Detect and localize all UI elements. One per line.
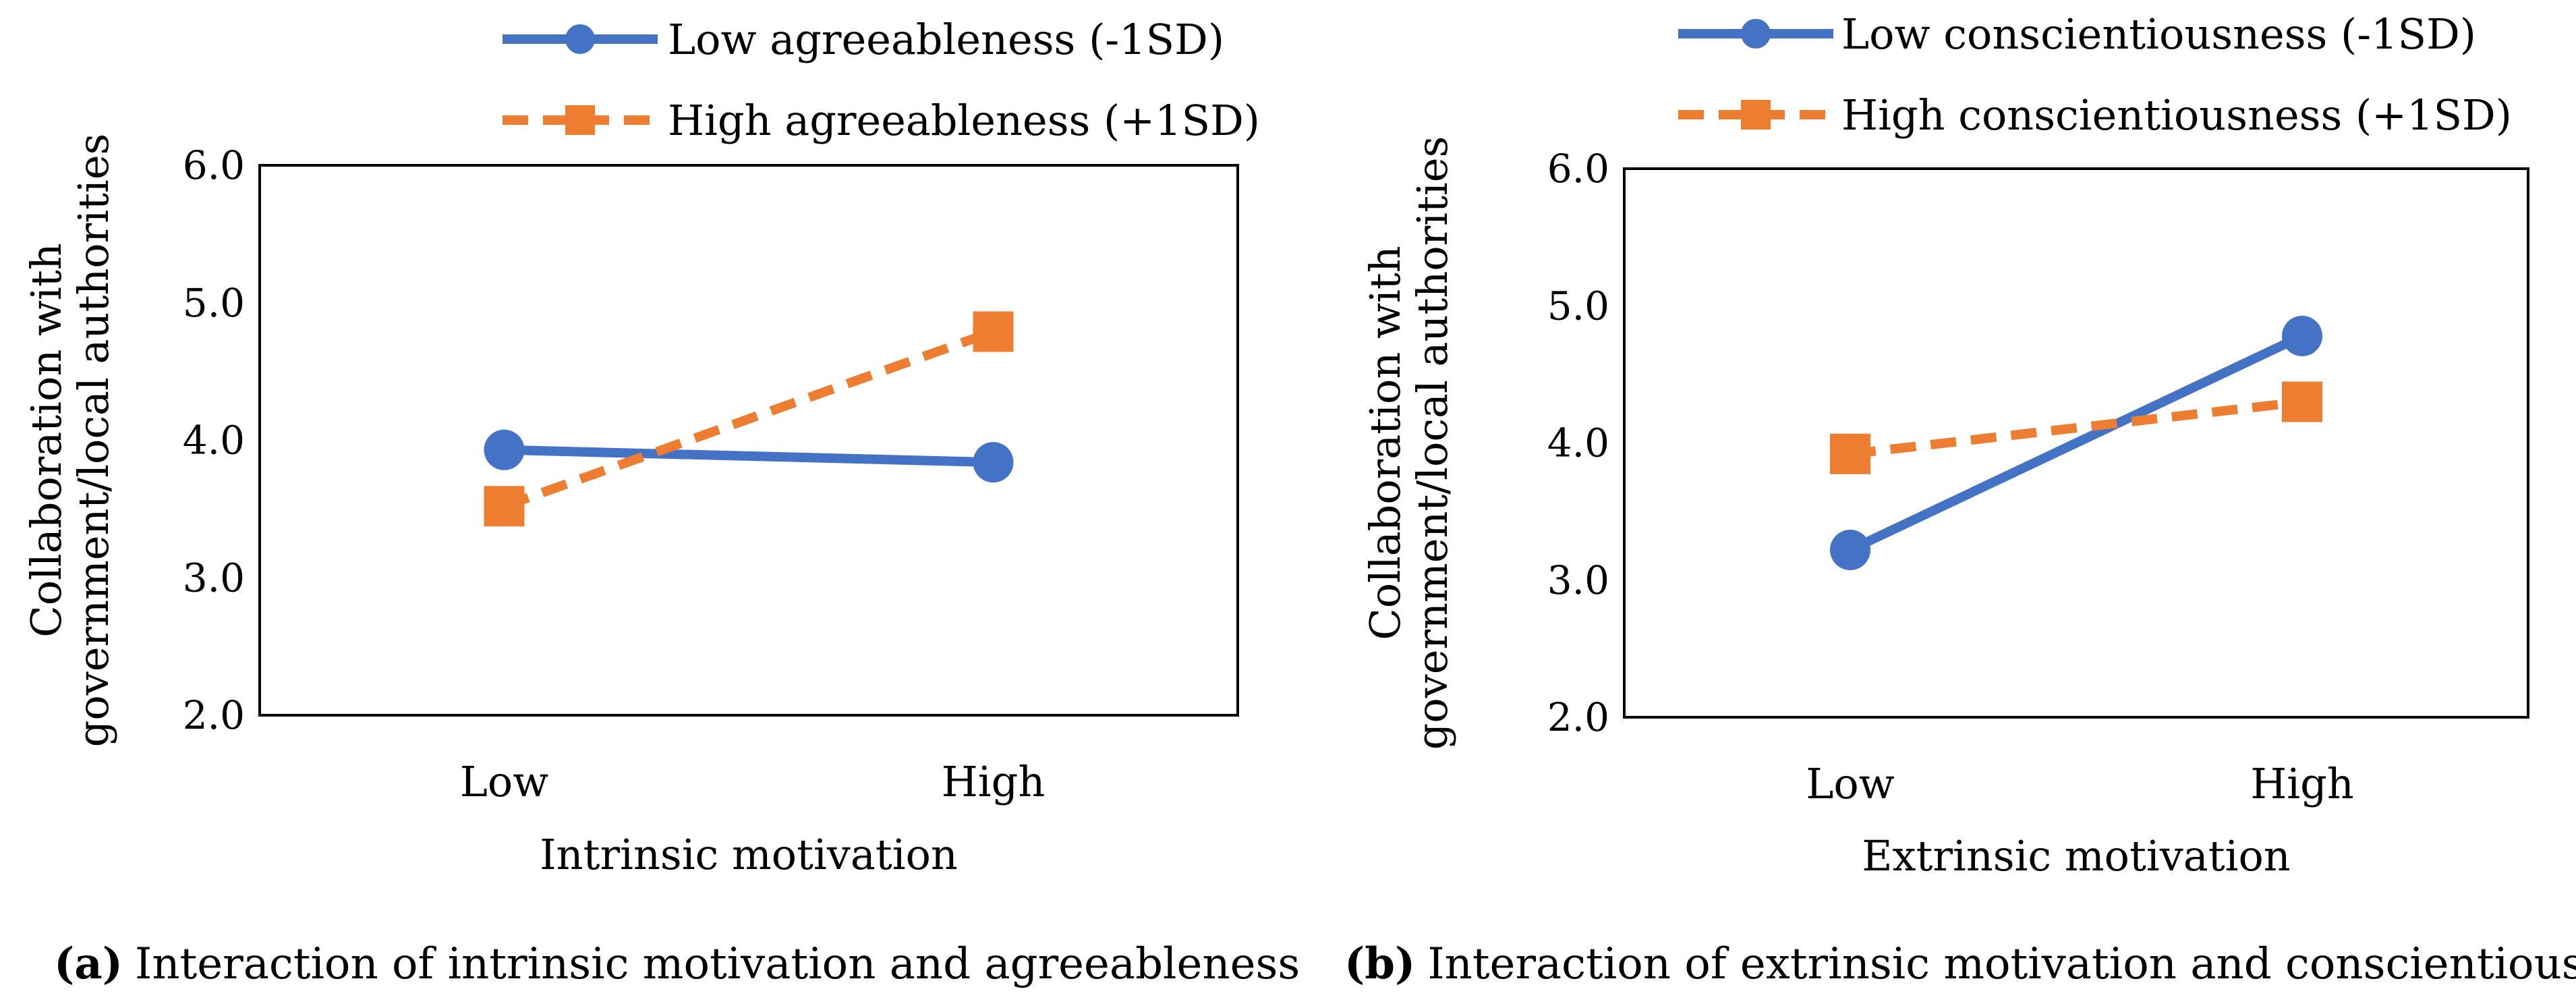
y-tick-label: 3.0 xyxy=(183,555,245,601)
legend-label: High agreeableness (+1SD) xyxy=(668,96,1260,145)
data-point-circle xyxy=(973,442,1014,483)
caption-panel-label: b xyxy=(1365,939,1395,989)
y-tick-label: 3.0 xyxy=(1547,557,1609,603)
caption-panel-label: a xyxy=(74,939,102,989)
chart-panel-b: 2.0 3.0 4.0 5.0 6.0 Low High Extrinsic motivati… xyxy=(1344,9,2576,989)
legend-entry: High conscientiousness (+1SD) xyxy=(1678,90,2512,140)
data-point-circle xyxy=(2282,315,2322,356)
legend-marker-square xyxy=(1741,100,1771,130)
legend-label: Low agreeableness (-1SD) xyxy=(668,15,1224,64)
y-axis-title-line: government/local authorities xyxy=(69,134,118,748)
legend-label: Low conscientiousness (-1SD) xyxy=(1841,9,2476,59)
x-tick-label: High xyxy=(2250,759,2354,808)
panel-caption: (a) Interaction of intrinsic motivation a… xyxy=(54,939,1300,989)
y-tick-label: 6.0 xyxy=(1547,146,1609,192)
series-low xyxy=(1830,315,2322,571)
data-point-square xyxy=(484,486,525,527)
data-point-square xyxy=(973,311,1014,352)
series-high xyxy=(484,311,1014,527)
series-line xyxy=(499,445,998,468)
plot-area-frame xyxy=(1623,167,2529,719)
caption-text: Interaction of extrinsic motivation and … xyxy=(1427,939,2576,989)
x-tick-label: High xyxy=(942,757,1046,806)
caption-text: Interaction of intrinsic motivation and … xyxy=(135,939,1300,989)
caption-open-paren: ( xyxy=(1344,939,1365,989)
y-axis-title-line: Collaboration with xyxy=(1361,246,1410,640)
legend-marker-circle xyxy=(1741,19,1771,49)
data-point-square xyxy=(2282,381,2322,422)
legend-marker-square xyxy=(565,105,595,135)
caption-close-paren: ) xyxy=(103,939,123,989)
y-tick-label: 2.0 xyxy=(1547,694,1609,740)
x-axis-title: Extrinsic motivation xyxy=(1862,831,2290,881)
y-tick-label: 5.0 xyxy=(1547,283,1609,329)
legend-entry: Low agreeableness (-1SD) xyxy=(503,15,1224,64)
data-point-circle xyxy=(1830,530,1870,571)
y-tick-label: 6.0 xyxy=(183,142,245,188)
x-axis-title: Intrinsic motivation xyxy=(540,830,958,879)
legend-entry: High agreeableness (+1SD) xyxy=(503,96,1260,145)
panel-caption: (b) Interaction of extrinsic motivation a… xyxy=(1344,939,2576,989)
caption-close-paren: ) xyxy=(1395,939,1415,989)
chart-panel-a: 2.0 3.0 4.0 5.0 6.0 Low High Intrinsic motivati… xyxy=(22,15,1300,989)
legend-entry: Low conscientiousness (-1SD) xyxy=(1678,9,2476,59)
series-low xyxy=(484,429,1014,483)
data-point-circle xyxy=(484,429,525,470)
y-tick-label: 4.0 xyxy=(1547,420,1609,466)
y-tick-label: 2.0 xyxy=(183,692,245,738)
series-line xyxy=(1850,397,2303,459)
series-line xyxy=(503,327,995,511)
legend-label: High conscientiousness (+1SD) xyxy=(1841,90,2512,140)
x-tick-label: Low xyxy=(460,757,549,806)
caption-open-paren: ( xyxy=(54,939,74,989)
y-tick-label: 4.0 xyxy=(183,418,245,464)
series-line xyxy=(1845,331,2307,555)
y-axis-title-line: Collaboration with xyxy=(22,243,71,637)
legend-marker-circle xyxy=(565,24,595,54)
x-tick-label: Low xyxy=(1806,759,1895,808)
y-tick-label: 5.0 xyxy=(183,280,245,326)
data-point-square xyxy=(1830,433,1870,474)
y-axis-title-line: government/local authorities xyxy=(1408,136,1457,750)
series-high xyxy=(1830,381,2322,474)
plot-area-frame xyxy=(258,164,1239,717)
